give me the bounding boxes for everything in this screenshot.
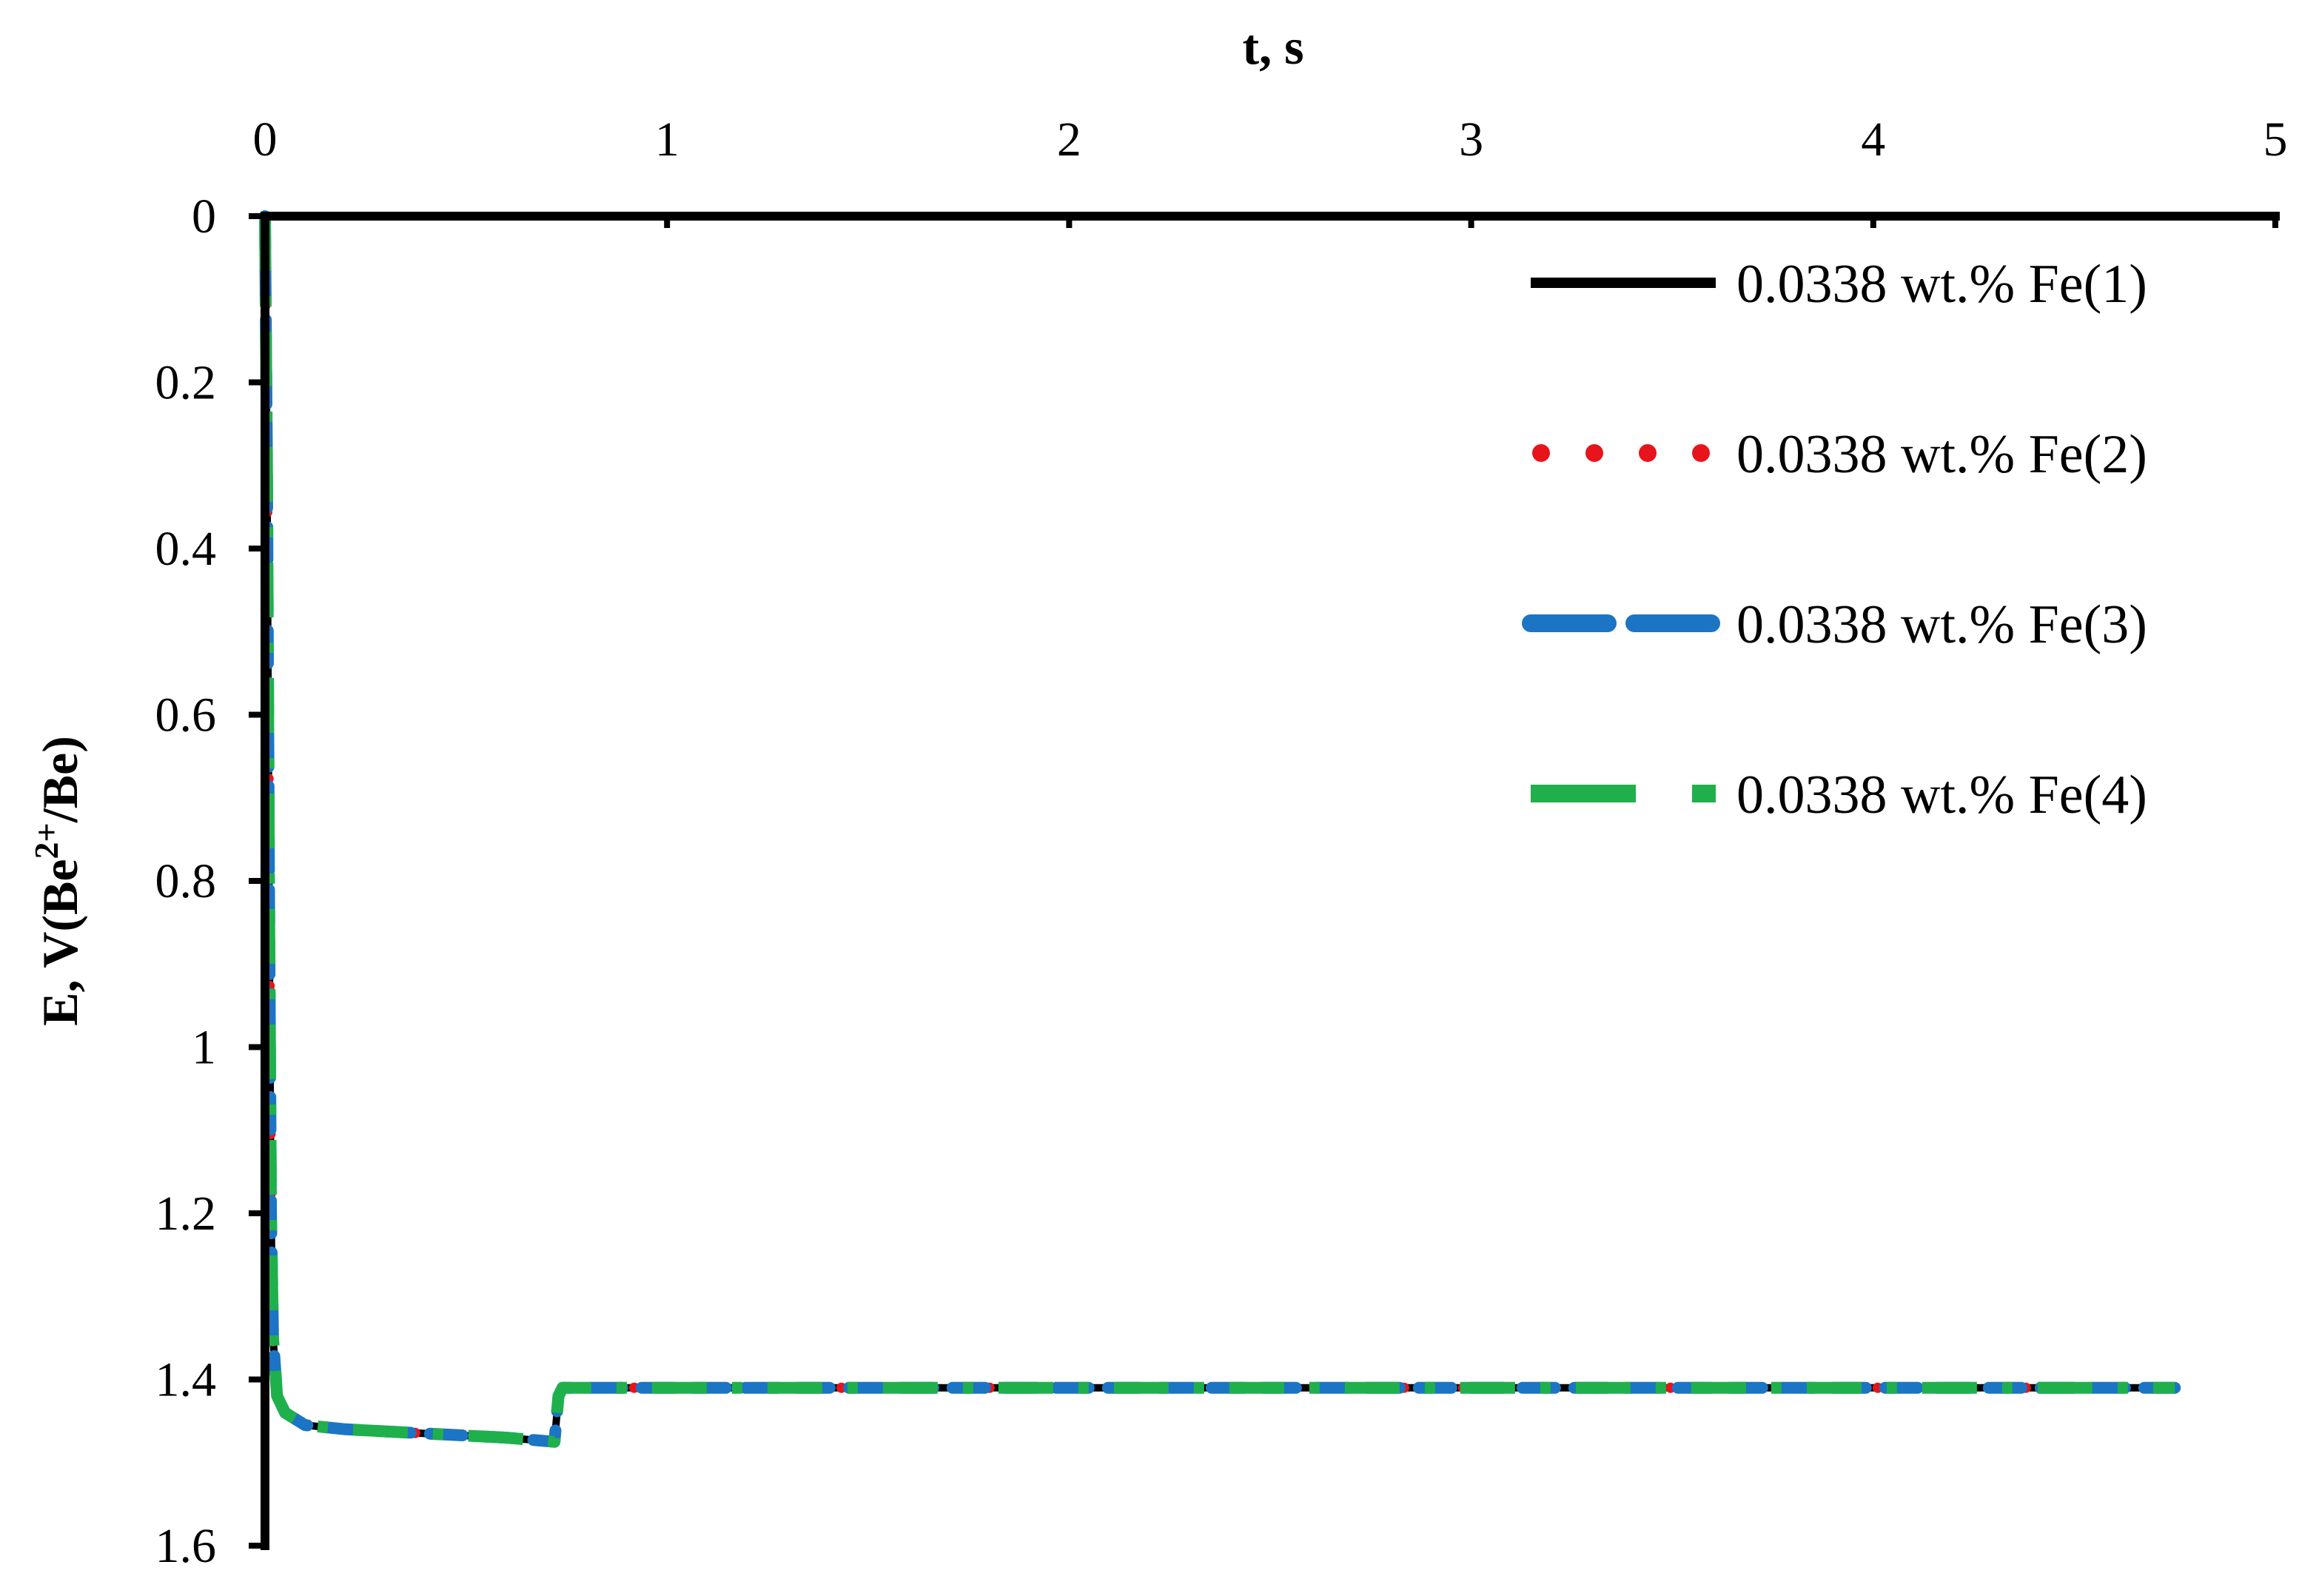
ticks-layer: 0 1 2 3 4 5 0 0.2 0.4 0.6 0.8 1 1.2 1.4 1.6 [155, 113, 2288, 1573]
series-line-2 [260, 211, 2181, 1447]
legend-item-1: 0.0338 wt.% Fe(1) [1531, 254, 2147, 315]
y-axis-title-superscript: 2+ [27, 822, 65, 859]
legend-item-2: 0.0338 wt.% Fe(2) [1532, 424, 2147, 485]
x-tick-label: 2 [1057, 113, 1081, 167]
y-tick-label: 0.8 [155, 854, 217, 908]
x-tick-label: 1 [655, 113, 679, 167]
legend-item-4: 0.0338 wt.% Fe(4) [1531, 765, 2147, 825]
legend-label-1: 0.0338 wt.% Fe(1) [1736, 254, 2147, 315]
y-tick-label: 0.6 [155, 688, 217, 742]
y-tick-label: 1.2 [155, 1187, 217, 1241]
series-line-4 [259, 215, 2175, 1448]
y-axis-title: E, V(Be2+/Be) [27, 736, 88, 1026]
x-tick-label: 5 [2263, 113, 2288, 167]
legend-item-3: 0.0338 wt.% Fe(3) [1522, 594, 2147, 655]
x-tick-label: 0 [253, 113, 278, 167]
series-line-3 [259, 210, 2181, 1448]
series-layer [259, 210, 2181, 1448]
y-tick-label: 1 [192, 1021, 216, 1075]
series-line-1 [261, 215, 2175, 1446]
legend-label-4: 0.0338 wt.% Fe(4) [1736, 765, 2147, 825]
axes-layer [261, 212, 2280, 1550]
y-tick-label: 0.4 [155, 522, 217, 576]
y-tick-label: 1.4 [155, 1353, 217, 1407]
x-axis-title: t, s [1242, 19, 1303, 75]
y-axis-title-suffix: /Be) [32, 736, 88, 823]
legend-label-2: 0.0338 wt.% Fe(2) [1736, 424, 2147, 485]
y-tick-label: 0.2 [155, 356, 217, 410]
y-tick-label: 1.6 [155, 1519, 217, 1573]
y-axis-title-main: E, V(Be [32, 859, 88, 1025]
legend-label-3: 0.0338 wt.% Fe(3) [1736, 594, 2147, 655]
y-tick-label: 0 [192, 190, 216, 244]
x-tick-label: 4 [1861, 113, 1885, 167]
legend: 0.0338 wt.% Fe(1) 0.0338 wt.% Fe(2) 0.0338… [1522, 254, 2147, 825]
x-tick-label: 3 [1459, 113, 1483, 167]
